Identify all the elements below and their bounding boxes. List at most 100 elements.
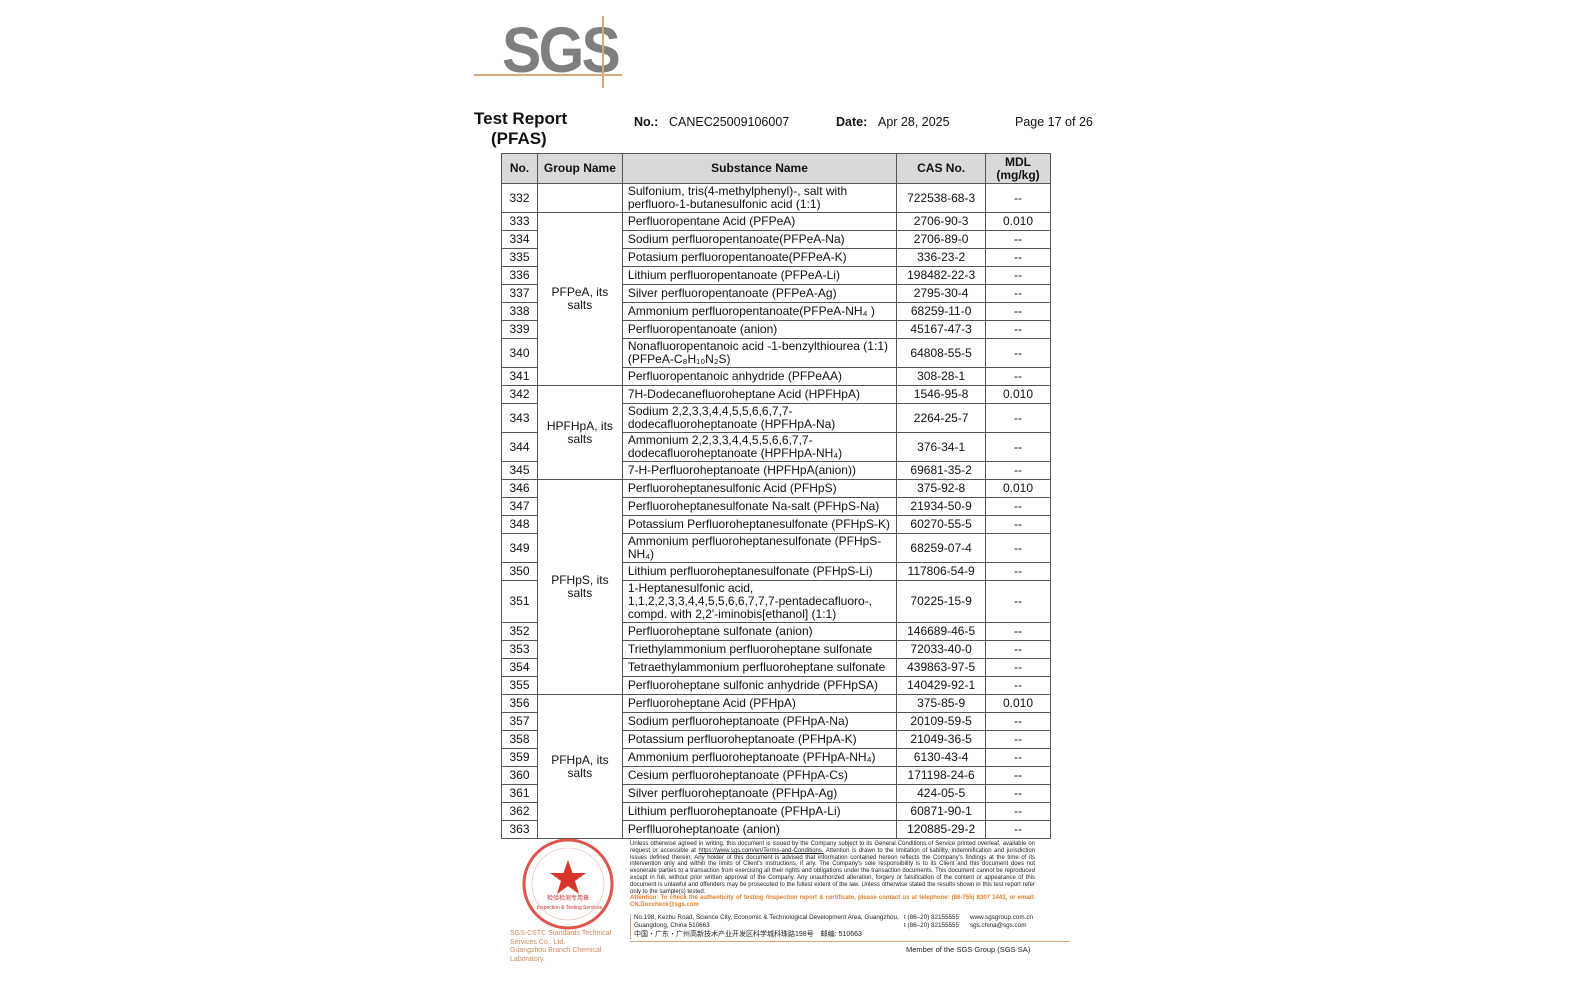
group-name: PFHpA, its salts bbox=[536, 694, 623, 839]
group-name: PFHpS, its salts bbox=[536, 479, 623, 695]
cas-number: 69681-35-2 bbox=[896, 461, 987, 480]
logo-rule-vertical bbox=[602, 16, 604, 88]
row-number: 338 bbox=[501, 302, 538, 321]
row-number: 342 bbox=[501, 385, 538, 404]
address-block: No.198, Kezhu Road, Science City, Econom… bbox=[634, 914, 904, 939]
report-subtitle: (PFAS) bbox=[491, 129, 547, 148]
address-english: No.198, Kezhu Road, Science City, Econom… bbox=[634, 913, 899, 929]
mdl-value: -- bbox=[985, 784, 1051, 803]
cas-number: 146689-46-5 bbox=[896, 622, 987, 641]
mdl-value: 0.010 bbox=[985, 694, 1051, 713]
table-row: 359 Ammonium perfluoroheptanoate (PFHpA-N… bbox=[501, 748, 1051, 767]
phone-block: t (86–20) 82155555 t (86–20) 82155555 bbox=[904, 914, 970, 939]
cas-number: 60871-90-1 bbox=[896, 802, 987, 821]
substance-name: 7H-Dodecanefluoroheptane Acid (HPFHpA) bbox=[621, 385, 898, 404]
mdl-value: -- bbox=[985, 712, 1051, 731]
logo-rule-horizontal bbox=[474, 74, 622, 76]
table-row: 337 Silver perfluoropentanoate (PFPeA-Ag)… bbox=[501, 284, 1051, 303]
table-row: 343 Sodium 2,2,3,3,4,4,5,5,6,6,7,7- dodec… bbox=[501, 403, 1051, 433]
mdl-value: -- bbox=[985, 248, 1051, 267]
substance-name: Silver perfluoropentanoate (PFPeA-Ag) bbox=[621, 284, 898, 303]
cas-number: 439863-97-5 bbox=[896, 658, 987, 677]
table-row: 344 Ammonium 2,2,3,3,4,4,5,5,6,6,7,7- dod… bbox=[501, 432, 1051, 462]
substance-name: Sulfonium, tris(4-methylphenyl)-, salt w… bbox=[621, 183, 898, 213]
row-number: 357 bbox=[501, 712, 538, 731]
substance-name: Perfluoroheptanesulfonic Acid (PFHpS) bbox=[621, 479, 898, 498]
table-row: 345 7-H-Perfluoroheptanoate (HPFHpA(anion… bbox=[501, 461, 1051, 480]
mdl-value: -- bbox=[985, 533, 1051, 563]
row-number: 339 bbox=[501, 320, 538, 339]
cas-number: 376-34-1 bbox=[896, 432, 987, 462]
mdl-value: -- bbox=[985, 562, 1051, 581]
table-row: 360 Cesium perfluoroheptanoate (PFHpA-Cs)… bbox=[501, 766, 1051, 785]
substance-name: Lithium perfluoroheptanesulfonate (PFHpS… bbox=[621, 562, 898, 581]
row-number: 360 bbox=[501, 766, 538, 785]
substance-name: Cesium perfluoroheptanoate (PFHpA-Cs) bbox=[621, 766, 898, 785]
mdl-value: -- bbox=[985, 820, 1051, 839]
row-number: 343 bbox=[501, 403, 538, 433]
table-row: 352 Perfluoroheptane sulfonate (anion) 146… bbox=[501, 622, 1051, 641]
col-header-no: No. bbox=[501, 153, 538, 184]
mdl-value: 0.010 bbox=[985, 212, 1051, 231]
table-row: 355 Perfluoroheptane sulfonic anhydride (… bbox=[501, 676, 1051, 695]
row-number: 351 bbox=[501, 580, 538, 623]
web-block: www.sgsgroup.com.cn sgs.china@sgs.com bbox=[970, 914, 1033, 939]
row-number: 359 bbox=[501, 748, 538, 767]
substance-name: Lithium perfluoropentanoate (PFPeA-Li) bbox=[621, 266, 898, 285]
group-name bbox=[536, 183, 623, 213]
legal-text-2: Attention is drawn to the limitation of … bbox=[630, 847, 1035, 895]
mdl-value: -- bbox=[985, 183, 1051, 213]
cas-number: 375-85-9 bbox=[896, 694, 987, 713]
substance-name: Ammonium perfluoropentanoate(PFPeA-NH₄ ) bbox=[621, 302, 898, 321]
company-name-line1: SGS-CSTC Standards Technical Services Co… bbox=[510, 930, 612, 946]
substance-name: Perfluoropentanoate (anion) bbox=[621, 320, 898, 339]
row-number: 348 bbox=[501, 515, 538, 534]
seal-inner-text: 检验检测专用章 bbox=[547, 896, 590, 902]
cas-number: 198482-22-3 bbox=[896, 266, 987, 285]
cas-number: 60270-55-5 bbox=[896, 515, 987, 534]
date-value: Apr 28, 2025 bbox=[878, 115, 950, 129]
email[interactable]: sgs.china@sgs.com bbox=[970, 921, 1027, 929]
substance-name: Ammonium perfluoroheptanoate (PFHpA-NH₄) bbox=[621, 748, 898, 767]
row-number: 341 bbox=[501, 367, 538, 386]
substance-name: Perfluoropentanoic anhydride (PFPeAA) bbox=[621, 367, 898, 386]
table-row: 348 Potassium Perfluoroheptanesulfonate (… bbox=[501, 515, 1051, 534]
substance-name: Triethylammonium perfluoroheptane sulfon… bbox=[621, 640, 898, 659]
mdl-value: -- bbox=[985, 266, 1051, 285]
substance-name: Ammonium perfluoroheptanesulfonate (PFHp… bbox=[621, 533, 898, 563]
cas-number: 171198-24-6 bbox=[896, 766, 987, 785]
website[interactable]: www.sgsgroup.com.cn bbox=[970, 913, 1033, 921]
row-number: 335 bbox=[501, 248, 538, 267]
col-header-mdl: MDL (mg/kg) bbox=[985, 153, 1051, 184]
cas-number: 72033-40-0 bbox=[896, 640, 987, 659]
table-row: 361 Silver perfluoroheptanoate (PFHpA-Ag)… bbox=[501, 784, 1051, 803]
cas-number: 20109-59-5 bbox=[896, 712, 987, 731]
table-row: 363 Perflluoroheptanoate (anion) 120885-29… bbox=[501, 820, 1051, 839]
cas-number: 6130-43-4 bbox=[896, 748, 987, 767]
row-number: 362 bbox=[501, 802, 538, 821]
cas-number: 722538-68-3 bbox=[896, 183, 987, 213]
mdl-value: -- bbox=[985, 497, 1051, 516]
row-number: 333 bbox=[501, 212, 538, 231]
row-number: 352 bbox=[501, 622, 538, 641]
mdl-value: -- bbox=[985, 676, 1051, 695]
mdl-value: -- bbox=[985, 302, 1051, 321]
table-row: 351 1-Heptanesulfonic acid, 1,1,2,2,3,3,4… bbox=[501, 580, 1051, 623]
row-number: 363 bbox=[501, 820, 538, 839]
substance-name: Ammonium 2,2,3,3,4,4,5,5,6,6,7,7- dodeca… bbox=[621, 432, 898, 462]
row-number: 347 bbox=[501, 497, 538, 516]
row-number: 345 bbox=[501, 461, 538, 480]
substance-name: Perfluoroheptane sulfonate (anion) bbox=[621, 622, 898, 641]
col-header-group: Group Name bbox=[536, 153, 623, 184]
authenticity-notice: Attention: To check the authenticity of … bbox=[630, 895, 1035, 909]
row-number: 334 bbox=[501, 230, 538, 249]
cas-number: 70225-15-9 bbox=[896, 580, 987, 623]
table-row: 346 PFHpS, its salts Perfluoroheptanesulfo… bbox=[501, 479, 1051, 695]
legal-text-1: Unless otherwise agreed in writing, this… bbox=[630, 841, 1035, 854]
terms-link[interactable]: https://www.sgs.com/en/Terms-and-Conditi… bbox=[698, 847, 824, 854]
seal-inner-text-en: Inspection & Testing Services bbox=[537, 905, 603, 911]
table-row: 342 HPFHpA, its salts 7H-Dodecanefluorohep… bbox=[501, 385, 1051, 480]
legal-disclaimer: Unless otherwise agreed in writing, this… bbox=[630, 841, 1035, 909]
substance-name: Perfluoroheptanesulfonate Na-salt (PFHpS… bbox=[621, 497, 898, 516]
cas-number: 117806-54-9 bbox=[896, 562, 987, 581]
